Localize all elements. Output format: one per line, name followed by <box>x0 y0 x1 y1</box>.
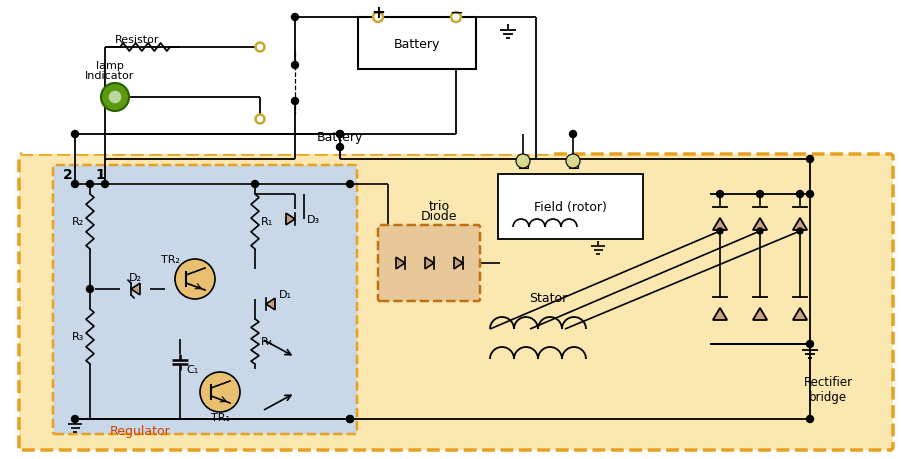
Text: Rectifier
bridge: Rectifier bridge <box>804 375 852 403</box>
Polygon shape <box>753 308 767 320</box>
Circle shape <box>86 181 94 188</box>
Polygon shape <box>793 308 807 320</box>
Circle shape <box>797 229 803 235</box>
Bar <box>22 5 552 155</box>
Circle shape <box>258 117 262 122</box>
Polygon shape <box>425 257 434 269</box>
Polygon shape <box>713 308 727 320</box>
Circle shape <box>347 415 353 423</box>
Circle shape <box>251 181 259 188</box>
Circle shape <box>175 259 215 299</box>
Circle shape <box>757 191 763 198</box>
Circle shape <box>566 155 580 168</box>
Text: TR₂: TR₂ <box>160 254 179 264</box>
Text: D₁: D₁ <box>278 289 292 299</box>
Circle shape <box>716 191 724 198</box>
Circle shape <box>796 191 804 198</box>
Circle shape <box>86 286 94 293</box>
Circle shape <box>255 115 265 125</box>
FancyBboxPatch shape <box>53 166 357 434</box>
Circle shape <box>806 156 814 163</box>
Circle shape <box>200 372 240 412</box>
Circle shape <box>71 181 78 188</box>
Polygon shape <box>793 218 807 230</box>
Text: +: + <box>371 4 385 22</box>
Circle shape <box>292 98 298 105</box>
Circle shape <box>292 62 298 69</box>
Text: R₃: R₃ <box>72 331 84 341</box>
Circle shape <box>102 181 108 188</box>
Text: Resistor: Resistor <box>115 35 159 45</box>
Text: 2: 2 <box>63 168 73 182</box>
Circle shape <box>71 131 78 138</box>
Circle shape <box>101 84 129 112</box>
Bar <box>518 164 527 168</box>
Text: Field (rotor): Field (rotor) <box>534 201 607 213</box>
Polygon shape <box>753 218 767 230</box>
Circle shape <box>453 15 459 21</box>
Circle shape <box>569 131 577 138</box>
Polygon shape <box>131 284 140 295</box>
Polygon shape <box>454 257 463 269</box>
Text: Stator: Stator <box>529 291 567 304</box>
Circle shape <box>806 341 814 348</box>
Text: Battery: Battery <box>394 38 441 50</box>
Text: R₂: R₂ <box>72 217 84 226</box>
Circle shape <box>292 15 298 22</box>
Circle shape <box>806 191 814 198</box>
Circle shape <box>806 415 814 423</box>
Polygon shape <box>713 218 727 230</box>
Text: C₁: C₁ <box>186 364 198 374</box>
Circle shape <box>336 131 343 138</box>
Text: trio: trio <box>429 199 450 212</box>
Text: Regulator: Regulator <box>110 425 170 437</box>
Circle shape <box>757 229 763 235</box>
Bar <box>358 18 476 70</box>
Text: Diode: Diode <box>421 209 457 222</box>
FancyBboxPatch shape <box>19 155 893 450</box>
Circle shape <box>516 155 530 168</box>
Text: Indicator: Indicator <box>86 71 134 81</box>
Circle shape <box>372 12 384 23</box>
Text: Battery: Battery <box>317 131 363 144</box>
Text: lamp: lamp <box>96 61 124 71</box>
Circle shape <box>71 415 78 423</box>
Circle shape <box>109 91 122 104</box>
Circle shape <box>375 15 381 21</box>
Circle shape <box>255 43 265 53</box>
Circle shape <box>347 415 353 423</box>
Circle shape <box>717 229 723 235</box>
Text: R₁: R₁ <box>261 217 273 226</box>
Text: TR₁: TR₁ <box>211 412 230 422</box>
Circle shape <box>450 12 461 23</box>
Text: D₂: D₂ <box>129 272 141 282</box>
Polygon shape <box>396 257 405 269</box>
Polygon shape <box>286 214 295 225</box>
Circle shape <box>258 45 262 50</box>
Text: D₃: D₃ <box>306 214 320 224</box>
Circle shape <box>336 144 343 151</box>
Polygon shape <box>266 298 275 310</box>
Bar <box>498 174 643 240</box>
Text: 1: 1 <box>96 168 105 182</box>
Bar <box>569 164 578 168</box>
Circle shape <box>336 131 343 138</box>
Circle shape <box>347 181 353 188</box>
Text: R₄: R₄ <box>261 336 273 346</box>
FancyBboxPatch shape <box>378 225 480 302</box>
Text: −: − <box>449 4 463 22</box>
